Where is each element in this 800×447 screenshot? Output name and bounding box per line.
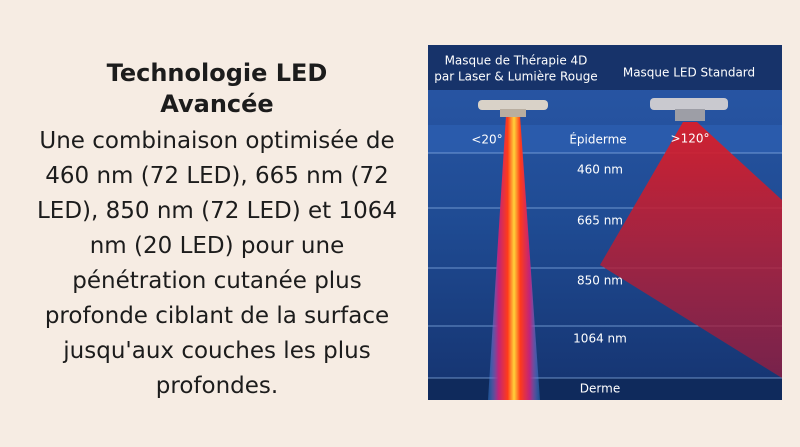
laser-beam (488, 115, 540, 400)
laser-label: par Laser & Lumière Rouge (434, 70, 597, 84)
laser-label: Masque de Thérapie 4D (445, 54, 588, 68)
angle-label: <20° (471, 133, 502, 147)
text-block: Technologie LED Avancée Une combinaison … (22, 58, 412, 404)
layer-label: 1064 nm (573, 332, 627, 346)
layer-label: Derme (580, 382, 620, 396)
led-device (650, 98, 728, 110)
led-cone (600, 122, 782, 378)
heading: Technologie LED Avancée (106, 59, 328, 118)
description: Une combinaison optimisée de 460 nm (72 … (36, 128, 398, 399)
layer-label: 850 nm (577, 274, 623, 288)
layer-label: Épiderme (569, 132, 626, 147)
led-device-base (675, 109, 705, 121)
laser-device (478, 100, 548, 110)
standard-label: Masque LED Standard (623, 66, 755, 80)
layer-label: 665 nm (577, 214, 623, 228)
header-bar (428, 45, 782, 90)
laser-device-base (500, 109, 526, 117)
angle-label: >120° (671, 132, 710, 146)
layer-label: 460 nm (577, 163, 623, 177)
